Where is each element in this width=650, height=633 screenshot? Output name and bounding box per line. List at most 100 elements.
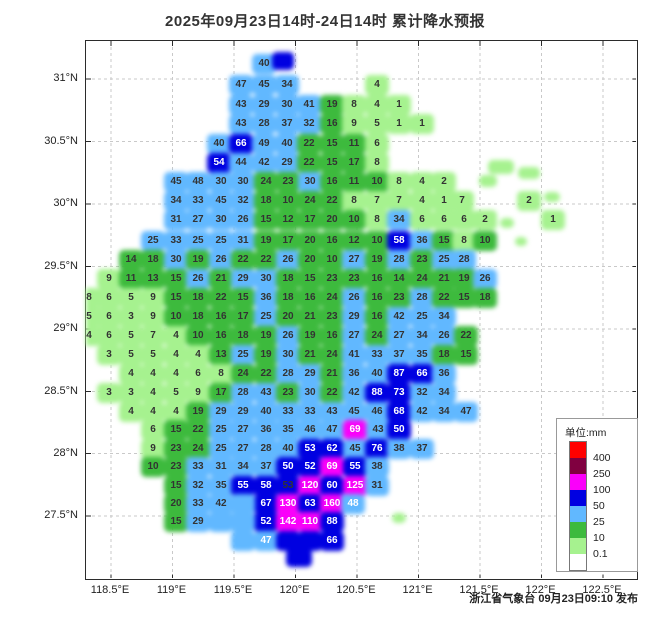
precip-cell: [254, 191, 278, 211]
precip-value: 11: [125, 273, 137, 284]
precip-cell: [410, 210, 434, 230]
precip-cell: [186, 231, 210, 251]
precip-value: 66: [235, 138, 247, 149]
precip-value: 24: [260, 176, 272, 187]
precip-cell: [164, 250, 188, 270]
precip-cell: [186, 269, 210, 289]
precip-cell: [410, 114, 434, 134]
precip-cell: [298, 420, 322, 440]
precip-cell: [387, 439, 411, 459]
precip-cell: [186, 288, 210, 308]
precip-value: 9: [195, 387, 201, 398]
precip-cell: [365, 134, 389, 154]
precip-value: 21: [304, 311, 316, 322]
precip-cell: [231, 269, 255, 289]
precip-cell: [229, 153, 253, 173]
precip-cell: [209, 250, 233, 270]
precip-fill-layer: [86, 41, 637, 579]
island: [231, 512, 255, 532]
precip-value: 25: [215, 235, 227, 246]
precip-value: 34: [438, 387, 450, 398]
island: [544, 192, 560, 202]
precip-cell: [254, 288, 278, 308]
precip-value: 24: [192, 443, 204, 454]
precip-cell: [342, 250, 366, 270]
precip-value: 20: [326, 214, 338, 225]
precip-value: 41: [348, 349, 360, 360]
precip-cell: [365, 383, 389, 403]
precip-value: 7: [150, 330, 156, 341]
legend-scale: [569, 441, 587, 571]
precip-value: 16: [215, 330, 227, 341]
lat-axis-label: 27.5°N: [44, 509, 78, 521]
precip-value: 24: [326, 292, 338, 303]
precip-cell: [275, 95, 299, 115]
precip-cell: [387, 269, 411, 289]
precip-value: 32: [303, 118, 315, 129]
precip-value: 24: [371, 330, 383, 341]
precip-cell: [410, 326, 434, 346]
precip-value: 25: [215, 424, 227, 435]
precip-value: 42: [215, 498, 227, 509]
precip-value: 54: [213, 157, 225, 168]
legend-swatch: [570, 506, 586, 522]
precip-value: 87: [393, 368, 405, 379]
legend: 单位:mm 400 250 100 50 25 10 0.1: [556, 418, 638, 572]
precip-cell: [298, 269, 322, 289]
precip-cell: [97, 326, 121, 346]
precip-value: 26: [438, 330, 450, 341]
precip-value: 8: [86, 292, 92, 303]
precip-cell: [229, 95, 253, 115]
precip-cell: [297, 114, 321, 134]
precip-value: 30: [170, 254, 182, 265]
precip-value: 12: [282, 214, 294, 225]
precip-cell: [164, 439, 188, 459]
precip-cell: [365, 439, 389, 459]
precip-value: 29: [304, 368, 316, 379]
precip-cell: [164, 231, 188, 251]
precip-cell: [231, 476, 255, 496]
precip-value: 4: [150, 406, 156, 417]
precip-value: 69: [349, 424, 361, 435]
precip-value: 25: [237, 349, 249, 360]
legend-swatch: [570, 554, 586, 570]
precip-cell: [342, 326, 366, 346]
precip-cell: [432, 210, 456, 230]
precip-value: 32: [416, 387, 428, 398]
precip-cell: [231, 250, 255, 270]
precip-cell: [254, 457, 278, 477]
precip-cell: [275, 153, 299, 173]
precip-value: 6: [461, 214, 467, 225]
precip-value: 15: [326, 157, 338, 168]
precip-value: 36: [260, 424, 272, 435]
precip-value: 62: [326, 443, 338, 454]
precip-cell: [452, 288, 476, 308]
precip-cell: [276, 345, 300, 365]
lon-axis-label: 120°E: [279, 584, 310, 596]
precip-cell: [97, 345, 121, 365]
precip-value: 4: [150, 387, 156, 398]
precip-value: 29: [237, 273, 249, 284]
precip-value: 31: [215, 461, 227, 472]
precip-value: 16: [326, 118, 338, 129]
precip-cell: [320, 172, 344, 192]
precip-value: 37: [416, 443, 428, 454]
precip-cell: [341, 494, 365, 514]
precip-cell: [254, 420, 278, 440]
lon-axis-label: 120.5°E: [336, 584, 376, 596]
precip-cell: [365, 288, 389, 308]
precip-cell: [365, 457, 389, 477]
precip-cell: [254, 345, 278, 365]
precip-value: 12: [348, 235, 360, 246]
precip-cell: [365, 191, 389, 211]
precip-value: 15: [304, 273, 316, 284]
precip-cell: [186, 494, 210, 514]
precip-value: 58: [393, 235, 405, 246]
precip-value: 6: [150, 424, 156, 435]
precip-cell: [119, 250, 143, 270]
precip-cell: [209, 210, 233, 230]
precip-value: 43: [372, 424, 384, 435]
precip-value: 5: [128, 330, 134, 341]
precip-value: 18: [237, 330, 249, 341]
precip-cell: [254, 231, 278, 251]
